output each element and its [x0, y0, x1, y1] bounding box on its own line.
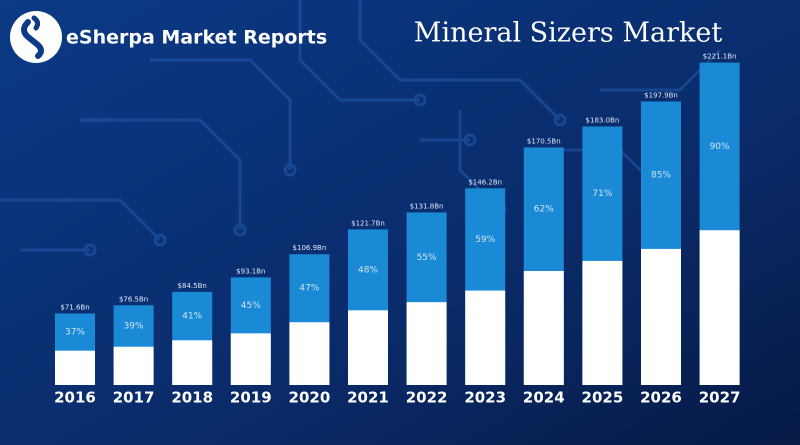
value-label: $76.5Bn	[119, 295, 148, 303]
bar-base	[55, 350, 95, 385]
bar-base	[582, 260, 623, 385]
value-label: $121.7Bn	[351, 219, 385, 227]
bar-base	[230, 333, 271, 385]
x-tick-label: 2018	[171, 389, 213, 407]
bar-base	[113, 346, 154, 385]
brand: eSherpa Market Reports	[66, 27, 327, 49]
value-label: $183.0Bn	[586, 117, 620, 125]
bar-base	[348, 310, 388, 385]
share-label: 62%	[534, 205, 554, 215]
chart-title: Mineral Sizers Market	[414, 18, 723, 49]
value-label: $146.2Bn	[468, 178, 502, 186]
x-tick-label: 2024	[523, 389, 565, 407]
x-tick-label: 2023	[464, 389, 506, 407]
value-label: $170.5Bn	[527, 137, 561, 145]
bar-base	[465, 290, 506, 385]
share-label: 41%	[182, 312, 202, 322]
bar-base	[172, 340, 213, 385]
x-tick-label: 2027	[699, 389, 741, 407]
x-tick-label: 2025	[582, 389, 624, 407]
value-label: $131.8Bn	[410, 202, 444, 210]
value-label: $106.9Bn	[293, 244, 327, 252]
bar-base	[523, 270, 564, 385]
value-label: $84.5Bn	[178, 282, 207, 290]
value-label: $71.6Bn	[60, 303, 89, 311]
share-label: 85%	[651, 171, 671, 181]
share-label: 71%	[592, 189, 612, 199]
bar-base	[641, 248, 681, 385]
share-label: 48%	[358, 265, 378, 275]
share-label: 45%	[241, 301, 261, 311]
x-tick-label: 2022	[406, 389, 448, 407]
value-label: $197.9Bn	[644, 91, 678, 99]
x-tick-label: 2017	[113, 389, 155, 407]
x-tick-label: 2026	[640, 389, 682, 407]
bar-base	[699, 230, 740, 385]
logo	[10, 11, 62, 63]
circuit-pattern	[0, 0, 722, 257]
share-label: 59%	[475, 235, 495, 245]
share-label: 37%	[65, 328, 85, 338]
share-label: 90%	[710, 142, 730, 152]
value-label: $93.1Bn	[236, 267, 265, 275]
x-tick-label: 2020	[289, 389, 331, 407]
bar-base	[289, 322, 330, 385]
share-label: 47%	[299, 284, 319, 294]
share-label: 55%	[417, 253, 437, 263]
bar-base	[406, 302, 447, 385]
value-label: $221.1Bn	[703, 53, 737, 61]
x-tick-label: 2016	[54, 389, 96, 407]
x-tick-label: 2021	[347, 389, 389, 407]
x-tick-label: 2019	[230, 389, 272, 407]
share-label: 39%	[124, 321, 144, 331]
